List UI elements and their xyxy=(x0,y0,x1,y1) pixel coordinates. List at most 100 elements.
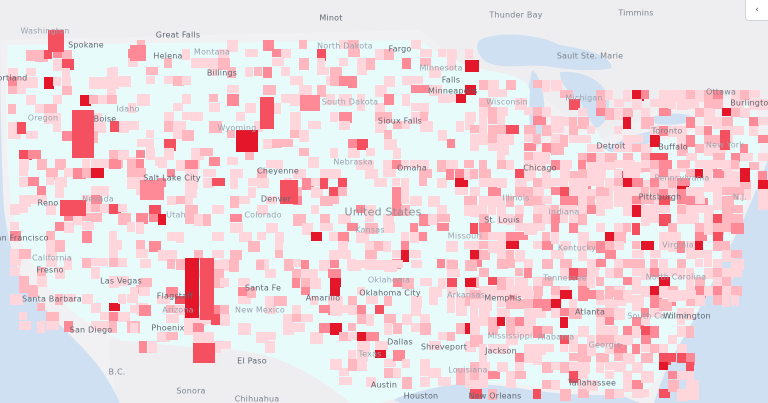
county-region[interactable] xyxy=(596,153,609,164)
county-region[interactable] xyxy=(515,286,524,298)
county-region[interactable] xyxy=(578,353,591,362)
county-region[interactable] xyxy=(148,341,157,353)
county-region[interactable] xyxy=(578,214,587,225)
county-region[interactable] xyxy=(686,117,695,128)
county-region[interactable] xyxy=(659,344,668,355)
county-region[interactable] xyxy=(713,153,725,164)
county-region[interactable] xyxy=(515,232,528,240)
county-region[interactable] xyxy=(515,353,524,362)
county-region[interactable] xyxy=(720,130,730,150)
county-region[interactable] xyxy=(641,268,650,280)
county-region[interactable] xyxy=(488,134,498,144)
county-region[interactable] xyxy=(464,169,472,180)
county-region[interactable] xyxy=(375,341,388,350)
county-region[interactable] xyxy=(357,103,365,111)
county-region[interactable] xyxy=(256,332,269,343)
county-region[interactable] xyxy=(245,49,258,57)
county-region[interactable] xyxy=(139,305,151,316)
county-region[interactable] xyxy=(302,223,313,235)
county-region[interactable] xyxy=(488,326,498,335)
county-region[interactable] xyxy=(542,205,552,214)
county-region[interactable] xyxy=(515,268,523,276)
county-region[interactable] xyxy=(722,108,735,116)
county-region[interactable] xyxy=(542,362,553,373)
county-region[interactable] xyxy=(695,205,708,213)
county-region[interactable] xyxy=(8,86,19,94)
county-region[interactable] xyxy=(26,131,38,139)
county-region[interactable] xyxy=(488,187,501,196)
county-region[interactable] xyxy=(479,116,487,127)
county-region[interactable] xyxy=(623,335,633,345)
county-region[interactable] xyxy=(8,68,18,78)
county-region[interactable] xyxy=(596,90,609,99)
county-region[interactable] xyxy=(524,268,532,278)
county-region[interactable] xyxy=(542,152,550,164)
county-region[interactable] xyxy=(479,268,489,277)
county-region[interactable] xyxy=(384,368,395,378)
county-region[interactable] xyxy=(542,299,553,311)
county-region[interactable] xyxy=(632,380,643,391)
county-region[interactable] xyxy=(704,126,712,136)
county-region[interactable] xyxy=(641,241,654,250)
county-region[interactable] xyxy=(704,180,715,192)
county-region[interactable] xyxy=(10,204,20,215)
county-region[interactable] xyxy=(578,290,588,301)
county-region[interactable] xyxy=(749,90,760,98)
county-region[interactable] xyxy=(91,195,102,205)
county-region[interactable] xyxy=(614,389,624,398)
county-region[interactable] xyxy=(623,277,634,285)
county-region[interactable] xyxy=(164,148,174,160)
county-region[interactable] xyxy=(339,377,352,385)
county-region[interactable] xyxy=(470,187,480,196)
county-region[interactable] xyxy=(470,169,478,179)
county-region[interactable] xyxy=(686,353,695,365)
county-region[interactable] xyxy=(596,169,606,180)
county-region[interactable] xyxy=(230,196,239,208)
county-region[interactable] xyxy=(348,49,360,57)
county-region[interactable] xyxy=(596,317,605,326)
county-region[interactable] xyxy=(118,294,126,304)
county-region[interactable] xyxy=(338,187,347,196)
county-region[interactable] xyxy=(659,362,668,370)
county-region[interactable] xyxy=(686,362,694,373)
county-region[interactable] xyxy=(10,222,19,230)
county-region[interactable] xyxy=(230,214,242,222)
county-region[interactable] xyxy=(73,213,83,225)
county-region[interactable] xyxy=(614,268,623,278)
county-region[interactable] xyxy=(542,169,551,179)
county-region[interactable] xyxy=(731,268,742,277)
county-region[interactable] xyxy=(479,353,487,362)
county-region[interactable] xyxy=(659,108,671,116)
county-region[interactable] xyxy=(542,241,553,250)
county-region[interactable] xyxy=(641,205,651,217)
county-region[interactable] xyxy=(53,50,62,58)
county-region[interactable] xyxy=(320,169,329,181)
county-region[interactable] xyxy=(46,177,54,185)
county-region[interactable] xyxy=(227,130,235,138)
county-region[interactable] xyxy=(137,139,148,147)
county-region[interactable] xyxy=(704,268,716,279)
county-region[interactable] xyxy=(641,90,649,99)
county-region[interactable] xyxy=(446,160,458,171)
county-region[interactable] xyxy=(542,380,553,389)
county-region[interactable] xyxy=(176,259,185,270)
county-region[interactable] xyxy=(429,85,442,96)
county-region[interactable] xyxy=(704,286,713,296)
county-region[interactable] xyxy=(587,205,596,214)
county-region[interactable] xyxy=(497,250,506,260)
county-region[interactable] xyxy=(713,169,724,178)
county-region[interactable] xyxy=(227,67,236,78)
county-region[interactable] xyxy=(605,268,618,278)
county-region[interactable] xyxy=(182,76,191,85)
county-region[interactable] xyxy=(310,332,323,344)
county-region[interactable] xyxy=(551,286,560,296)
county-region[interactable] xyxy=(28,150,41,159)
county-region[interactable] xyxy=(479,196,492,206)
county-region[interactable] xyxy=(292,305,301,316)
county-region[interactable] xyxy=(109,312,121,321)
county-region[interactable] xyxy=(479,223,491,232)
county-region[interactable] xyxy=(659,259,668,268)
county-region[interactable] xyxy=(301,287,310,295)
county-region[interactable] xyxy=(614,99,624,107)
county-region[interactable] xyxy=(650,326,659,338)
